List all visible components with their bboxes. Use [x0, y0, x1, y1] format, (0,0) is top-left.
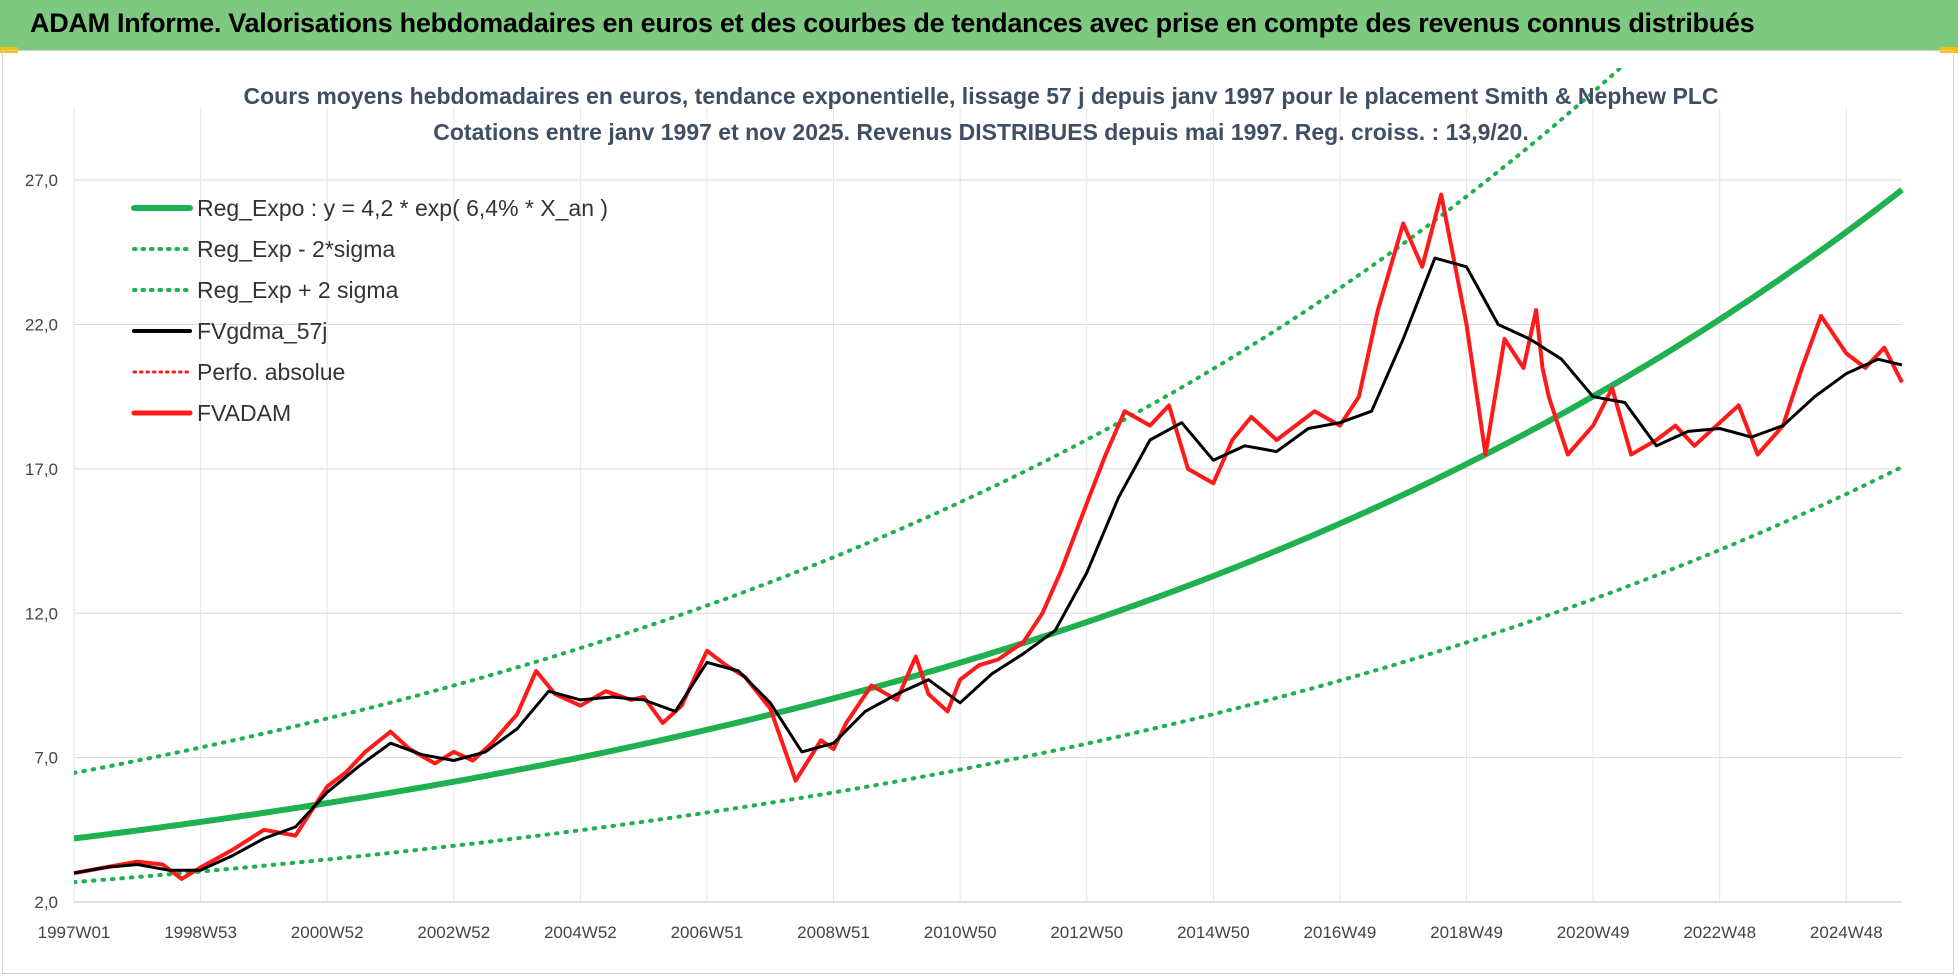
legend-label: FVADAM: [197, 400, 291, 426]
legend: Reg_Expo : y = 4,2 * exp( 6,4% * X_an ) R…: [131, 195, 608, 426]
y-tick-label: 7,0: [34, 749, 58, 768]
x-tick-label: 2018W49: [1430, 923, 1503, 942]
x-tick-label: 1998W53: [164, 923, 237, 942]
x-tick-label: 2004W52: [544, 923, 617, 942]
series-group: [73, 192, 1904, 881]
y-tick-label: 12,0: [25, 604, 58, 623]
legend-label: Reg_Expo : y = 4,2 * exp( 6,4% * X_an ): [197, 195, 608, 221]
x-tick-label: 2002W52: [417, 923, 490, 942]
fvgdma-57j-line: [73, 256, 1903, 875]
x-tick-label: 2012W50: [1050, 923, 1123, 942]
reg-exp-minus-2sigma-line: [74, 465, 1904, 885]
report-title: ADAM Informe. Valorisations hebdomadaire…: [30, 8, 1755, 38]
x-tick-label: 2014W50: [1177, 923, 1250, 942]
legend-label: FVgdma_57j: [197, 318, 327, 344]
reg-exp-plus-2sigma-line: [74, 68, 1624, 775]
y-tick-label: 22,0: [25, 316, 58, 335]
legend-label: Perfo. absolue: [197, 359, 345, 385]
y-tick-label: 17,0: [25, 460, 58, 479]
x-tick-label: 2016W49: [1304, 923, 1377, 942]
reg-expo-line: [73, 187, 1904, 842]
gridlines: [73, 108, 1902, 903]
y-tick-label: 27,0: [25, 171, 58, 190]
x-tick-label: 2010W50: [924, 923, 997, 942]
x-tick-label: 2020W49: [1557, 923, 1630, 942]
report-banner: ADAM Informe. Valorisations hebdomadaire…: [0, 0, 1958, 51]
x-tick-label: 2008W51: [797, 923, 870, 942]
x-tick-label: 2024W48: [1810, 923, 1883, 942]
trend-bands: [73, 68, 1904, 885]
chart-frame: [2, 50, 1954, 974]
axes: 2,0 7,0 12,0 17,0 22,0 27,0 1997W01 1998W53 2000…: [25, 171, 1902, 942]
y-tick-label: 2,0: [34, 893, 58, 912]
x-tick-label: 2000W52: [291, 923, 364, 942]
x-tick-label: 2022W48: [1683, 923, 1756, 942]
legend-label: Reg_Exp - 2*sigma: [197, 236, 395, 262]
x-tick-label: 1997W01: [38, 923, 111, 942]
x-tick-label: 2006W51: [671, 923, 744, 942]
chart-title-line1: Cours moyens hebdomadaires en euros, ten…: [244, 83, 1719, 109]
legend-label: Reg_Exp + 2 sigma: [197, 277, 399, 303]
chart-title-line2: Cotations entre janv 1997 et nov 2025. R…: [433, 119, 1529, 145]
